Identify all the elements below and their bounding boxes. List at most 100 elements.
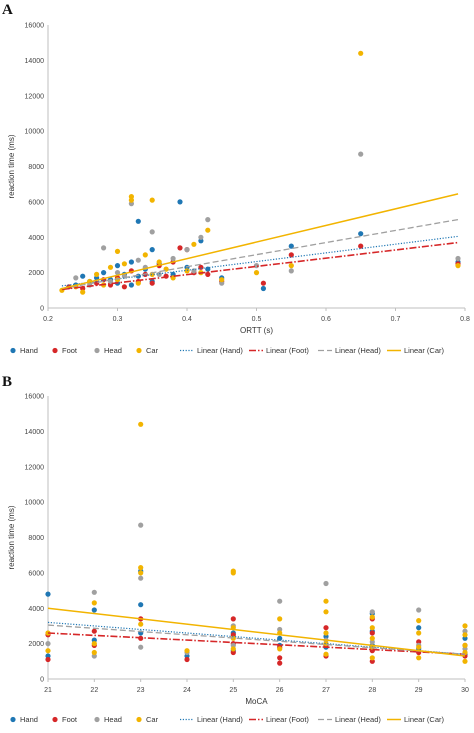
point-head bbox=[138, 575, 144, 581]
point-car bbox=[191, 241, 197, 247]
point-car bbox=[91, 641, 97, 647]
point-car bbox=[369, 625, 375, 631]
point-foot bbox=[277, 655, 283, 661]
chart-panel-b: B 0 2000 4000 6000 8000 10000 12000 14000 16000 21… bbox=[2, 374, 469, 724]
panel-label: A bbox=[2, 2, 13, 18]
point-hand bbox=[91, 607, 97, 613]
point-foot bbox=[149, 280, 155, 286]
point-hand bbox=[138, 602, 144, 608]
point-foot bbox=[323, 625, 329, 631]
point-car bbox=[277, 616, 283, 622]
y-tick-label: 10000 bbox=[25, 500, 45, 507]
y-tick-label: 12000 bbox=[25, 464, 45, 471]
point-car bbox=[253, 270, 260, 276]
point-car bbox=[91, 600, 97, 606]
point-car bbox=[323, 630, 329, 636]
y-tick-label: 0 bbox=[40, 306, 44, 313]
point-hand bbox=[101, 270, 107, 276]
point-car bbox=[205, 227, 211, 233]
y-axis-label: reaction time (ms) bbox=[7, 505, 16, 569]
y-tick-label: 2000 bbox=[28, 641, 44, 648]
legend-label: Linear (Car) bbox=[404, 346, 445, 355]
trendline-car bbox=[47, 607, 466, 657]
point-head bbox=[170, 255, 176, 262]
point-car bbox=[138, 570, 144, 576]
legend-label: Foot bbox=[62, 346, 78, 355]
point-head bbox=[455, 255, 461, 262]
point-foot bbox=[260, 280, 266, 286]
legend-marker-head bbox=[94, 347, 100, 354]
legend-label: Hand bbox=[20, 715, 38, 724]
point-foot bbox=[121, 284, 127, 290]
trendline-hand bbox=[61, 235, 459, 287]
point-car bbox=[323, 651, 329, 657]
point-head bbox=[149, 229, 155, 235]
point-car bbox=[156, 259, 162, 265]
legend-label: Linear (Hand) bbox=[197, 346, 243, 355]
x-tick-label: 0.7 bbox=[391, 316, 401, 323]
y-tick-label: 8000 bbox=[28, 535, 44, 542]
point-foot bbox=[177, 245, 183, 251]
legend-label: Foot bbox=[62, 715, 78, 724]
point-car bbox=[45, 648, 51, 654]
point-car bbox=[91, 649, 97, 656]
point-head bbox=[205, 217, 211, 223]
point-car bbox=[135, 280, 141, 286]
point-foot bbox=[91, 628, 97, 634]
point-car bbox=[142, 252, 148, 258]
trendline-head bbox=[61, 218, 459, 290]
legend-marker-car bbox=[136, 347, 142, 354]
point-car bbox=[128, 197, 134, 203]
point-hand bbox=[288, 243, 294, 249]
point-head bbox=[101, 245, 107, 251]
point-head bbox=[114, 270, 121, 276]
point-car bbox=[369, 635, 375, 641]
legend-marker-foot bbox=[52, 716, 58, 723]
point-hand bbox=[277, 635, 283, 641]
legend-label: Head bbox=[104, 346, 122, 355]
x-tick-label: 24 bbox=[183, 687, 191, 694]
point-car bbox=[462, 658, 468, 664]
point-hand bbox=[80, 273, 86, 279]
point-car bbox=[462, 623, 468, 629]
point-car bbox=[138, 621, 144, 627]
point-head bbox=[138, 522, 144, 528]
legend-label: Hand bbox=[20, 346, 38, 355]
point-car bbox=[323, 598, 329, 604]
point-foot bbox=[288, 252, 294, 258]
y-tick-label: 6000 bbox=[28, 199, 44, 206]
x-tick-label: 27 bbox=[322, 687, 330, 694]
y-tick-label: 0 bbox=[40, 677, 44, 684]
point-hand bbox=[358, 231, 364, 237]
legend-label: Linear (Foot) bbox=[266, 715, 309, 724]
point-car bbox=[184, 648, 190, 654]
point-head bbox=[45, 641, 51, 647]
point-car bbox=[369, 614, 375, 620]
y-tick-label: 14000 bbox=[25, 58, 45, 65]
point-car bbox=[462, 642, 468, 649]
y-tick-label: 10000 bbox=[25, 129, 45, 136]
point-hand bbox=[177, 199, 183, 205]
legend-marker-car bbox=[136, 716, 142, 723]
trendline-car bbox=[61, 193, 459, 290]
point-car bbox=[219, 277, 225, 283]
x-tick-label: 23 bbox=[137, 687, 145, 694]
point-foot bbox=[358, 243, 364, 249]
point-car bbox=[138, 565, 144, 571]
point-foot bbox=[184, 656, 190, 663]
point-foot bbox=[277, 660, 283, 666]
point-car bbox=[121, 261, 127, 267]
x-tick-label: 0.4 bbox=[182, 316, 192, 323]
point-car bbox=[230, 570, 236, 576]
y-axis-label: reaction time (ms) bbox=[7, 134, 16, 198]
panel-label: B bbox=[2, 374, 12, 390]
x-tick-label: 0.6 bbox=[321, 316, 331, 323]
point-foot bbox=[230, 616, 236, 622]
point-foot bbox=[369, 630, 375, 636]
x-tick-label: 29 bbox=[415, 687, 423, 694]
point-foot bbox=[198, 264, 204, 270]
legend-label: Car bbox=[146, 346, 159, 355]
point-car bbox=[149, 197, 155, 203]
legend-label: Linear (Car) bbox=[404, 715, 445, 724]
legend-label: Car bbox=[146, 715, 159, 724]
